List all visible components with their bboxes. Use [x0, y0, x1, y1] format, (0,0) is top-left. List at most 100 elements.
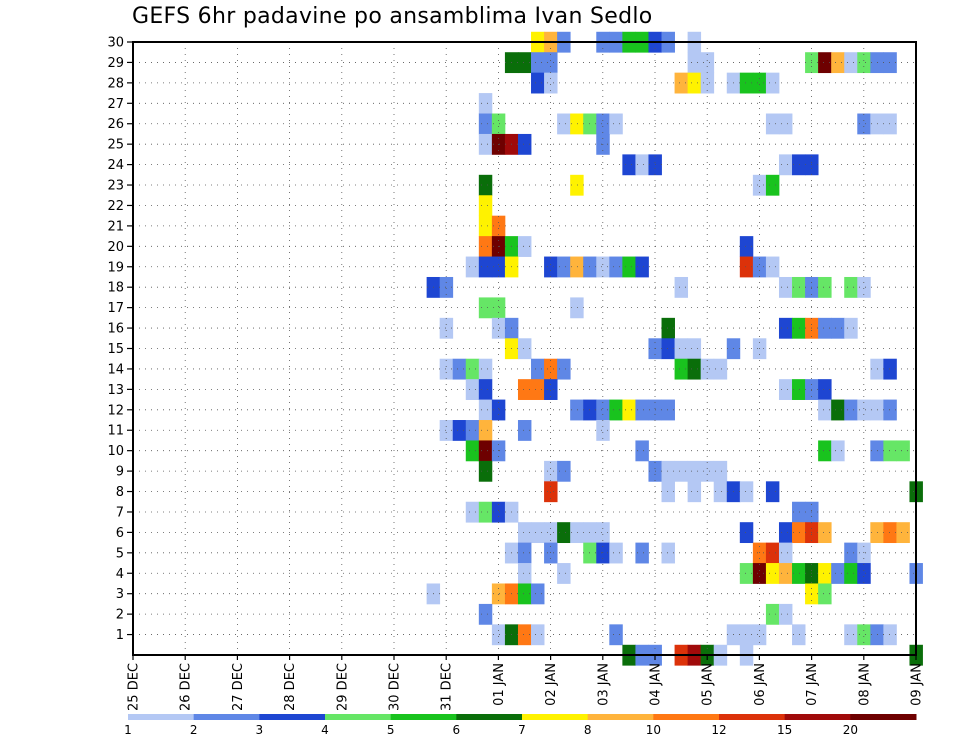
heatmap-cell: [778, 563, 793, 584]
heatmap-cell: [674, 338, 689, 360]
colorbar-label: 8: [584, 723, 592, 737]
heatmap-cell: [531, 52, 545, 74]
heatmap-cell: [439, 420, 454, 441]
heatmap-cell: [544, 52, 558, 74]
heatmap-cell: [465, 256, 480, 278]
colorbar: 1 2 3 4 5 6 7 8 10 12 15 20: [124, 714, 917, 737]
heatmap-cell: [792, 154, 806, 176]
y-tick-label: 7: [116, 505, 124, 520]
heatmap-cell: [478, 256, 493, 278]
heatmap-cell: [844, 317, 858, 339]
heatmap-cell: [844, 399, 858, 421]
heatmap-cell: [570, 297, 584, 319]
heatmap-cell: [531, 624, 545, 646]
heatmap-cell: [491, 297, 506, 319]
heatmap-cell: [700, 358, 715, 380]
heatmap-cell: [674, 460, 689, 482]
y-tick-label: 25: [107, 138, 124, 153]
heatmap-cell: [739, 236, 754, 257]
heatmap-cell: [687, 52, 702, 74]
colorbar-swatch: [456, 714, 523, 720]
y-tick-label: 4: [116, 567, 124, 582]
heatmap-cell: [622, 399, 636, 421]
heatmap-cell: [765, 174, 780, 196]
heatmap-cell: [491, 624, 506, 646]
x-tick-label: 07 JAN: [805, 663, 820, 706]
heatmap-cell: [478, 236, 493, 257]
heatmap-cell: [752, 542, 767, 564]
heatmap-cell: [478, 215, 493, 237]
heatmap-cell: [570, 113, 584, 135]
heatmap-cell: [439, 358, 454, 380]
x-tick-label: 03 JAN: [596, 663, 611, 706]
heatmap-cell: [857, 52, 871, 74]
heatmap-cell: [517, 379, 532, 400]
heatmap-cell: [478, 113, 493, 135]
heatmap-cell: [687, 460, 702, 482]
colorbar-swatch: [784, 714, 851, 720]
y-tick-label: 19: [107, 260, 124, 275]
heatmap-cell: [544, 358, 558, 380]
heatmap-cell: [439, 317, 454, 339]
heatmap-cell: [517, 563, 532, 584]
heatmap-cell: [778, 542, 793, 564]
heatmap-cell: [792, 563, 806, 584]
colorbar-label: 6: [453, 723, 461, 737]
heatmap-cell: [491, 113, 506, 135]
heatmap-cell: [778, 113, 793, 135]
y-tick-label: 16: [107, 322, 124, 337]
heatmap-cell: [661, 460, 675, 482]
heatmap-cell: [478, 195, 493, 217]
heatmap-cell: [765, 603, 780, 625]
heatmap-cell: [557, 256, 571, 278]
y-tick-label: 13: [107, 383, 124, 398]
y-tick-label: 6: [116, 526, 124, 541]
heatmap-cell: [478, 420, 493, 441]
heatmap-cell: [478, 358, 493, 380]
heatmap-cell: [752, 563, 767, 584]
y-tick-label: 27: [107, 97, 124, 112]
colorbar-label: 4: [321, 723, 329, 737]
heatmap-cell: [478, 501, 493, 523]
y-tick-label: 30: [107, 36, 124, 51]
heatmap-cell: [844, 52, 858, 74]
heatmap-cell: [687, 72, 702, 94]
y-tick-label: 11: [107, 424, 124, 439]
heatmap-cell: [765, 72, 780, 94]
heatmap-cell: [765, 481, 780, 503]
heatmap-cell: [765, 563, 780, 584]
y-tick-label: 24: [107, 158, 124, 173]
y-tick-label: 14: [107, 362, 124, 377]
heatmap-cell: [478, 174, 493, 196]
heatmap-cell: [778, 276, 793, 298]
colorbar-label: 10: [646, 723, 661, 737]
heatmap-cell: [778, 522, 793, 544]
heatmap-cell: [557, 113, 571, 135]
y-tick-label: 12: [107, 403, 124, 418]
heatmap-cell: [478, 440, 493, 462]
heatmap-cell: [478, 460, 493, 482]
x-axis: 25 DEC 26 DEC 27 DEC 28 DEC 29 DEC 30 DEC 31 D…: [127, 655, 925, 711]
heatmap-cell: [557, 460, 571, 482]
heatmap-cell: [544, 481, 558, 503]
heatmap-cell: [792, 317, 806, 339]
x-tick-label: 28 DEC: [283, 663, 298, 711]
x-tick-label: 01 JAN: [492, 663, 507, 706]
x-tick-label: 31 DEC: [440, 663, 455, 711]
heatmap-cell: [661, 481, 675, 503]
x-tick-label: 29 DEC: [335, 663, 350, 711]
heatmap-cell: [883, 399, 897, 421]
heatmap-cell: [661, 399, 675, 421]
heatmap-cell: [570, 256, 584, 278]
heatmap-cell: [622, 256, 636, 278]
heatmap-cell: [818, 522, 832, 544]
colorbar-label: 12: [711, 723, 726, 737]
colorbar-label: 1: [124, 723, 132, 737]
heatmap-cell: [439, 276, 454, 298]
heatmap-cell: [713, 460, 728, 482]
heatmap-cell: [818, 440, 832, 462]
y-tick-label: 17: [107, 301, 124, 316]
heatmap-cell: [635, 440, 649, 462]
y-tick-label: 28: [107, 76, 124, 91]
